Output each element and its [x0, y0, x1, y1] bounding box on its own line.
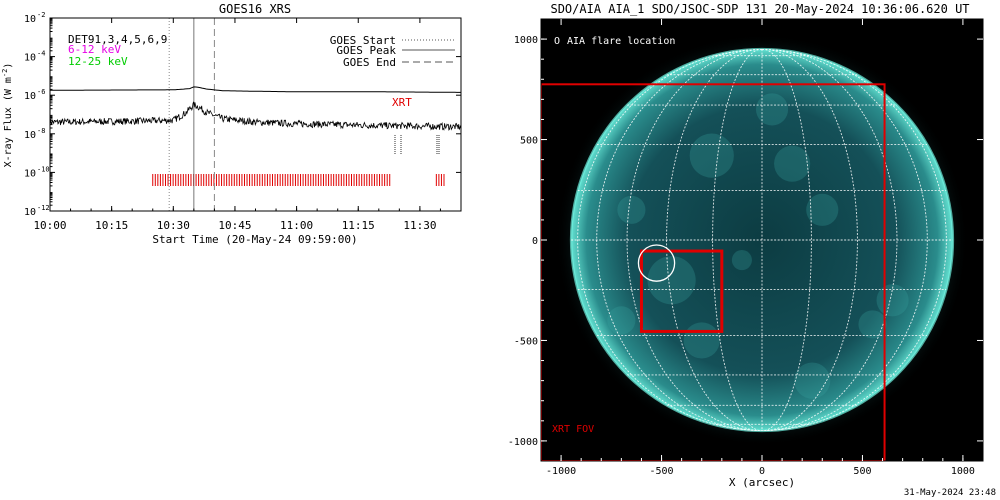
- aia-y-tick-label: 1000: [514, 35, 538, 46]
- longitude-grid-line: [596, 49, 763, 431]
- longitude-grid-line: [577, 49, 763, 431]
- xrt-label: XRT: [392, 96, 412, 109]
- legend-detectors: DET91,3,4,5,6,9: [68, 33, 167, 46]
- goes-long-channel-line: [50, 86, 461, 93]
- longitude-grid-line: [761, 49, 947, 431]
- legend-goes-end: GOES End: [343, 56, 396, 69]
- goes-y-tick-label: 10: [24, 130, 36, 141]
- goes-y-axis-label: X-ray Flux (W m-2): [1, 63, 14, 168]
- goes-y-tick-exponent: -4: [37, 50, 45, 58]
- sun-bright-region: [607, 306, 636, 335]
- aia-y-tick-label: 0: [532, 236, 538, 247]
- longitude-grid-line: [666, 49, 763, 431]
- goes-x-tick-label: 11:00: [280, 219, 313, 232]
- goes-y-tick-exponent: -2: [37, 11, 45, 19]
- sun-bright-region: [617, 195, 646, 224]
- goes-y-tick-label: 10: [24, 207, 36, 218]
- longitude-grid-line: [761, 49, 858, 431]
- goes-y-tick-label: 10: [24, 14, 36, 25]
- goes-xrs-chart: GOES16 XRS 10:00 10:15 10:30 10:45 11:00 11:1…: [1, 2, 462, 246]
- footer-timestamp: 31-May-2024 23:48: [904, 488, 996, 498]
- longitude-grid-line: [761, 49, 898, 431]
- sun-bright-region: [683, 322, 720, 359]
- sun-bright-region: [731, 250, 752, 271]
- goes-short-channel-line: [50, 101, 461, 131]
- longitude-grid-line: [761, 49, 812, 431]
- aia-y-tick-label: -1000: [508, 437, 538, 448]
- goes-chart-title: GOES16 XRS: [219, 2, 291, 16]
- xrt-fov-box: [541, 83, 886, 461]
- xrt-target-box: [639, 249, 724, 333]
- goes-x-tick-label: 10:15: [95, 219, 128, 232]
- goes-x-tick-label: 11:15: [342, 219, 375, 232]
- sun-bright-region: [647, 256, 696, 305]
- goes-x-tick-label: 10:30: [157, 219, 190, 232]
- aia-chart-title: SDO/AIA AIA_1 SDO/JSOC-SDP 131 20-May-20…: [550, 2, 969, 16]
- goes-y-tick-label: 10: [24, 91, 36, 102]
- legend-6-12kev: 6-12 keV: [68, 43, 121, 56]
- longitude-grid-line: [761, 49, 928, 431]
- longitude-grid-line: [626, 49, 763, 431]
- goes-y-tick-label: 10: [24, 53, 36, 64]
- legend-12-25kev: 12-25 keV: [68, 55, 128, 68]
- aia-x-tick-label: 1000: [951, 466, 975, 477]
- sun-bright-region: [806, 193, 839, 226]
- xrt-fov-label: XRT FOV: [552, 424, 594, 435]
- legend-goes-peak: GOES Peak: [336, 44, 396, 57]
- aia-x-tick-label: -1000: [546, 466, 576, 477]
- aia-flare-location-marker: [637, 244, 676, 282]
- aia-x-tick-label: 0: [759, 466, 765, 477]
- sun-bright-region: [774, 145, 811, 182]
- aia-x-tick-label: 500: [853, 466, 871, 477]
- aia-x-axis-label: X (arcsec): [729, 476, 795, 489]
- aia-legend-flare-location: AIA flare location: [567, 36, 675, 47]
- goes-y-tick-exponent: -8: [37, 127, 45, 135]
- goes-x-tick-label: 10:00: [33, 219, 66, 232]
- sun-bright-region: [794, 362, 831, 399]
- aia-image-panel: SDO/AIA AIA_1 SDO/JSOC-SDP 131 20-May-20…: [508, 2, 984, 489]
- sun-bright-region: [755, 93, 789, 126]
- aia-y-tick-label: 500: [520, 136, 538, 147]
- sun-bright-region: [858, 310, 887, 339]
- sun-bright-region: [689, 133, 734, 178]
- goes-y-tick-exponent: -12: [37, 204, 50, 212]
- goes-y-tick-exponent: -10: [37, 165, 50, 173]
- goes-y-tick-label: 10: [24, 168, 36, 179]
- longitude-grid-line: [712, 49, 763, 431]
- goes-x-tick-label: 10:45: [218, 219, 251, 232]
- goes-y-tick-exponent: -6: [37, 88, 45, 96]
- goes-x-axis-label: Start Time (20-May-24 09:59:00): [152, 233, 357, 246]
- goes-x-tick-label: 11:30: [403, 219, 436, 232]
- legend-goes-start: GOES Start: [330, 34, 396, 47]
- aia-legend-symbol: O: [554, 36, 560, 47]
- aia-y-tick-label: -500: [514, 336, 538, 347]
- aia-x-tick-label: -500: [649, 466, 673, 477]
